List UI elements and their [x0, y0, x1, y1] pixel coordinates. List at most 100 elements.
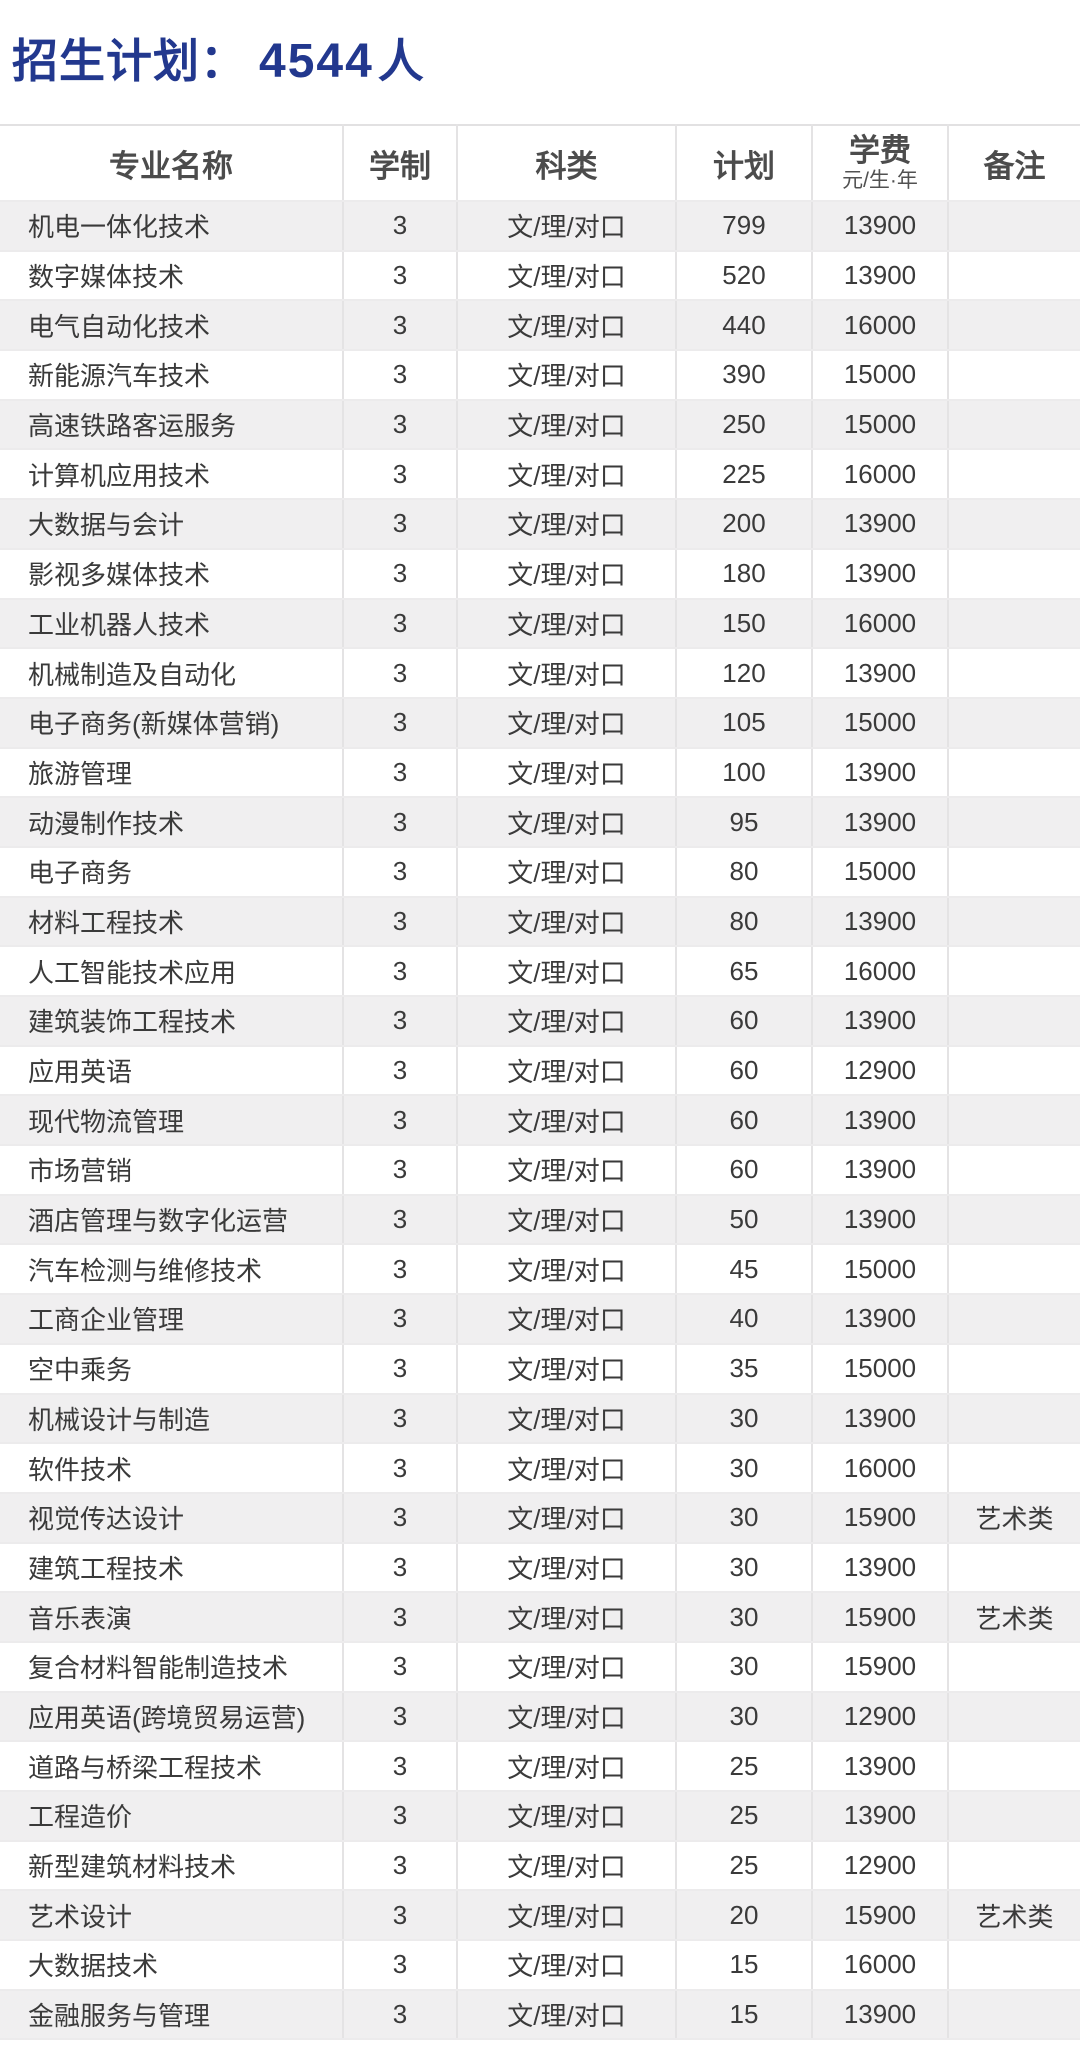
major-cell: 酒店管理与数字化运营 — [0, 1194, 344, 1246]
years-cell: 3 — [343, 1791, 458, 1842]
years-cell: 3 — [343, 1542, 458, 1594]
title-label: 招生计划： — [12, 35, 247, 87]
table-row: 现代物流管理 3 文/理/对口 60 13900 — [0, 1095, 1080, 1147]
tuition-cell: 13900 — [812, 896, 949, 948]
table-row: 视觉传达设计 3 文/理/对口 30 15900 艺术类 — [0, 1492, 1080, 1544]
table-row: 大数据与会计 3 文/理/对口 200 13900 — [0, 499, 1080, 550]
years-cell: 3 — [343, 449, 458, 501]
years-cell: 3 — [343, 1641, 458, 1693]
table-row: 应用英语(跨境贸易运营) 3 文/理/对口 30 12900 — [0, 1691, 1080, 1743]
category-cell: 文/理/对口 — [457, 1691, 677, 1743]
tuition-cell: 15900 — [812, 1492, 949, 1544]
note-cell — [948, 1194, 1080, 1246]
col-header-tuition: 学费 元/生·年 — [812, 125, 949, 202]
category-cell: 文/理/对口 — [457, 350, 677, 401]
col-header-tuition-unit: 元/生·年 — [842, 168, 918, 192]
category-cell: 文/理/对口 — [457, 1641, 677, 1693]
years-cell: 3 — [343, 1045, 458, 1097]
plan-cell: 80 — [676, 846, 813, 898]
category-cell: 文/理/对口 — [457, 1393, 677, 1445]
category-cell: 文/理/对口 — [457, 399, 677, 451]
major-cell: 机械制造及自动化 — [0, 648, 344, 699]
plan-cell: 25 — [676, 1840, 813, 1892]
enrollment-plan-table: 专业名称 学制 科类 计划 学费 元/生·年 备注 机电一体化技术 3 文/理/… — [0, 124, 1080, 2041]
note-cell — [948, 1294, 1080, 1345]
plan-cell: 60 — [676, 1095, 813, 1147]
table-row: 应用英语 3 文/理/对口 60 12900 — [0, 1045, 1080, 1097]
note-cell — [948, 1840, 1080, 1892]
tuition-cell: 15000 — [812, 846, 949, 898]
major-cell: 大数据技术 — [0, 1940, 344, 1991]
major-cell: 金融服务与管理 — [0, 1989, 344, 2041]
category-cell: 文/理/对口 — [457, 1045, 677, 1097]
table-row: 艺术设计 3 文/理/对口 20 15900 艺术类 — [0, 1890, 1080, 1942]
table-row: 影视多媒体技术 3 文/理/对口 180 13900 — [0, 548, 1080, 600]
col-header-plan: 计划 — [676, 125, 813, 202]
major-cell: 汽车检测与维修技术 — [0, 1244, 344, 1296]
note-cell — [948, 996, 1080, 1047]
tuition-cell: 13900 — [812, 499, 949, 550]
note-cell — [948, 1542, 1080, 1594]
years-cell: 3 — [343, 399, 458, 451]
plan-cell: 390 — [676, 350, 813, 401]
major-cell: 建筑工程技术 — [0, 1542, 344, 1594]
note-cell — [948, 1641, 1080, 1693]
plan-cell: 60 — [676, 1045, 813, 1097]
tuition-cell: 15000 — [812, 1343, 949, 1395]
plan-cell: 15 — [676, 1989, 813, 2041]
tuition-cell: 13900 — [812, 548, 949, 600]
major-cell: 机电一体化技术 — [0, 201, 344, 252]
col-header-tuition-label: 学费 — [849, 132, 911, 168]
category-cell: 文/理/对口 — [457, 1542, 677, 1594]
table-body: 机电一体化技术 3 文/理/对口 799 13900 数字媒体技术 3 文/理/… — [0, 201, 1080, 2041]
tuition-cell: 15000 — [812, 350, 949, 401]
table-row: 工商企业管理 3 文/理/对口 40 13900 — [0, 1294, 1080, 1345]
plan-cell: 150 — [676, 598, 813, 650]
years-cell: 3 — [343, 598, 458, 650]
category-cell: 文/理/对口 — [457, 946, 677, 997]
table-row: 人工智能技术应用 3 文/理/对口 65 16000 — [0, 946, 1080, 997]
tuition-cell: 12900 — [812, 1691, 949, 1743]
plan-cell: 80 — [676, 896, 813, 948]
category-cell: 文/理/对口 — [457, 1244, 677, 1296]
years-cell: 3 — [343, 250, 458, 302]
years-cell: 3 — [343, 797, 458, 848]
category-cell: 文/理/对口 — [457, 300, 677, 352]
page-title: 招生计划： 4544人 — [0, 0, 1080, 89]
table-row: 金融服务与管理 3 文/理/对口 15 13900 — [0, 1989, 1080, 2041]
table-row: 高速铁路客运服务 3 文/理/对口 250 15000 — [0, 399, 1080, 451]
note-cell — [948, 946, 1080, 997]
note-cell — [948, 846, 1080, 898]
major-cell: 材料工程技术 — [0, 896, 344, 948]
major-cell: 建筑装饰工程技术 — [0, 996, 344, 1047]
note-cell — [948, 300, 1080, 352]
years-cell: 3 — [343, 1443, 458, 1494]
plan-cell: 60 — [676, 996, 813, 1047]
tuition-cell: 13900 — [812, 648, 949, 699]
note-cell — [948, 697, 1080, 749]
major-cell: 应用英语 — [0, 1045, 344, 1097]
major-cell: 空中乘务 — [0, 1343, 344, 1395]
category-cell: 文/理/对口 — [457, 499, 677, 550]
major-cell: 道路与桥梁工程技术 — [0, 1741, 344, 1792]
note-cell — [948, 1989, 1080, 2041]
category-cell: 文/理/对口 — [457, 1443, 677, 1494]
table-row: 酒店管理与数字化运营 3 文/理/对口 50 13900 — [0, 1194, 1080, 1246]
tuition-cell: 16000 — [812, 449, 949, 501]
major-cell: 数字媒体技术 — [0, 250, 344, 302]
major-cell: 艺术设计 — [0, 1890, 344, 1942]
category-cell: 文/理/对口 — [457, 1492, 677, 1544]
plan-cell: 25 — [676, 1741, 813, 1792]
years-cell: 3 — [343, 1741, 458, 1792]
tuition-cell: 13900 — [812, 1989, 949, 2041]
note-cell — [948, 1791, 1080, 1842]
plan-cell: 30 — [676, 1443, 813, 1494]
major-cell: 电子商务(新媒体营销) — [0, 697, 344, 749]
table-row: 道路与桥梁工程技术 3 文/理/对口 25 13900 — [0, 1741, 1080, 1792]
category-cell: 文/理/对口 — [457, 1840, 677, 1892]
table-row: 动漫制作技术 3 文/理/对口 95 13900 — [0, 797, 1080, 848]
note-cell — [948, 1095, 1080, 1147]
years-cell: 3 — [343, 946, 458, 997]
plan-cell: 180 — [676, 548, 813, 600]
table-row: 工程造价 3 文/理/对口 25 13900 — [0, 1791, 1080, 1842]
